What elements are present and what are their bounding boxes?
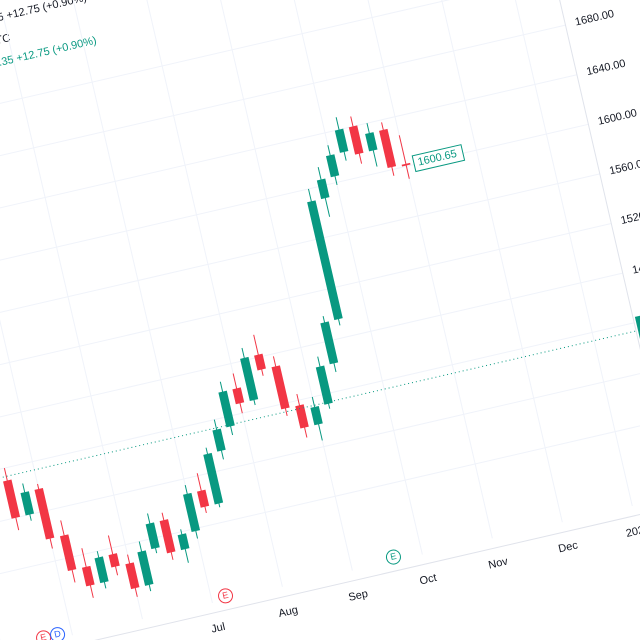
- candle-body: [177, 533, 190, 551]
- grid-line: [0, 322, 635, 501]
- candle-body: [81, 565, 95, 587]
- grid-line: [352, 0, 493, 539]
- grid-line: [212, 0, 353, 571]
- price-label: 1600.00: [597, 107, 638, 128]
- grid-line: [0, 24, 566, 204]
- candle-body: [145, 522, 160, 550]
- price-label: 1680.00: [574, 8, 615, 29]
- time-label: Dec: [557, 539, 579, 555]
- candle-body: [159, 519, 176, 554]
- event-label: E: [221, 590, 229, 601]
- event-label: D: [53, 628, 62, 639]
- candle-body: [183, 492, 201, 533]
- candle-body: [365, 132, 378, 152]
- price-label: 1640.00: [585, 58, 626, 79]
- candle-body: [307, 200, 343, 321]
- candle-body: [310, 405, 323, 426]
- candle-body: [295, 404, 309, 429]
- event-marker: [218, 588, 234, 604]
- candle-body: [20, 491, 35, 516]
- candle-body: [108, 553, 120, 568]
- candle-body: [348, 125, 364, 155]
- event-label: E: [39, 632, 47, 640]
- candle-body: [232, 387, 245, 405]
- grid-line: [422, 0, 563, 523]
- grid-line: [0, 123, 589, 303]
- candle-body: [316, 178, 330, 200]
- time-label: Oct: [418, 572, 437, 588]
- grid-line: [492, 0, 633, 507]
- price-label: 1520.00: [620, 206, 640, 227]
- candle-body: [125, 562, 140, 590]
- candle-body: [3, 479, 21, 519]
- candle-body: [203, 452, 224, 505]
- grid-line: [0, 371, 640, 551]
- candle-body: [315, 365, 333, 405]
- event-marker: [50, 627, 66, 640]
- grid-line: [2, 14, 143, 620]
- candle-body: [212, 428, 226, 452]
- last-close-box: [411, 144, 466, 173]
- candle-body: [34, 487, 55, 540]
- candle-body: [271, 365, 290, 410]
- candle-body: [197, 489, 210, 508]
- grid-line: [0, 47, 3, 640]
- grid-line: [0, 31, 73, 636]
- grid-line: [142, 0, 283, 587]
- candle-body: [137, 550, 154, 586]
- time-label: Aug: [277, 604, 299, 620]
- candle-body: [240, 356, 259, 402]
- candle-body: [334, 128, 349, 153]
- candle-body: [59, 534, 77, 572]
- grid-line: [0, 421, 640, 601]
- time-label: 2025: [625, 523, 640, 540]
- time-label: Sep: [347, 588, 369, 604]
- event-marker: [385, 549, 401, 565]
- candle-body: [218, 390, 235, 428]
- candle-body: [320, 321, 339, 365]
- axis-line: [0, 505, 640, 640]
- price-label: 1560.00: [608, 157, 640, 178]
- candle-body: [94, 556, 109, 584]
- price-label: 1480.00: [631, 256, 640, 277]
- candle-body: [379, 128, 397, 169]
- grid-line: [0, 272, 623, 452]
- event-label: E: [389, 551, 397, 562]
- grid-line: [0, 0, 555, 154]
- grid-line: [282, 0, 423, 555]
- time-label: Nov: [487, 555, 509, 571]
- candle-body: [325, 154, 340, 178]
- grid-line: [0, 223, 612, 402]
- candle-body: [254, 353, 266, 371]
- ohlc-line: NSE O1413.55 H1433.50 L1413.55 C1433.35 …: [0, 35, 98, 116]
- candle-wick: [398, 135, 410, 179]
- time-label: Jul: [210, 621, 226, 636]
- time-label: Jun: [138, 637, 158, 640]
- grid-line: [0, 173, 600, 353]
- candle-body: [401, 162, 411, 167]
- axis-line: [529, 0, 640, 536]
- grid-line: [0, 74, 578, 253]
